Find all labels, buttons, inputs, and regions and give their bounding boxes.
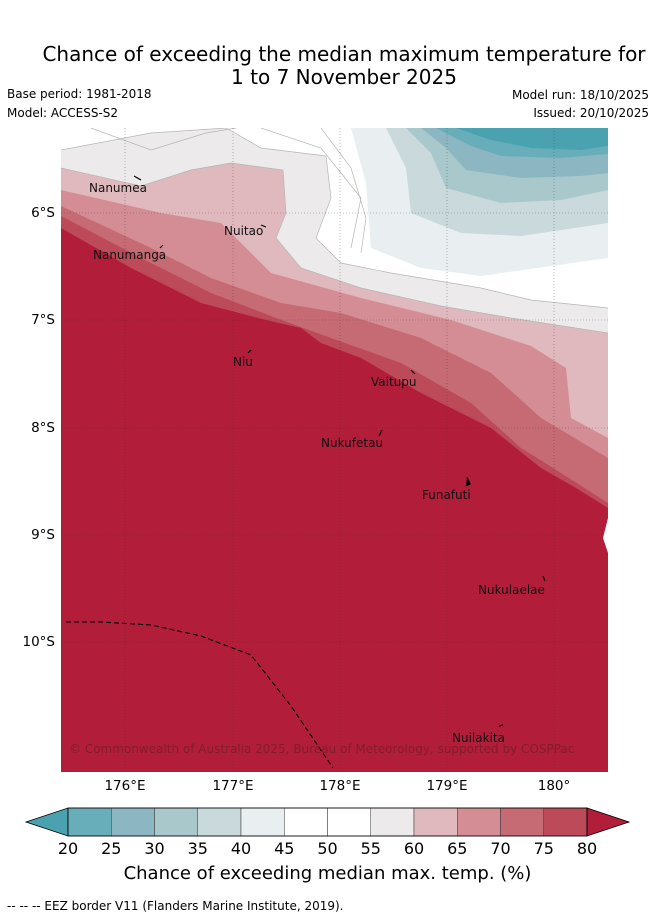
colorbar-cell xyxy=(284,807,328,837)
lon-label-176e: 176°E xyxy=(104,778,146,794)
colorbar-tick-label: 25 xyxy=(101,839,122,858)
lat-label-9s: 9°S xyxy=(31,527,55,543)
colorbar-under-arrow xyxy=(25,807,69,837)
place-nukufetau: Nukufetau xyxy=(321,436,384,450)
contour-lines xyxy=(61,128,608,334)
colorbar xyxy=(25,807,631,837)
place-funafuti: Funafuti xyxy=(422,488,471,502)
probability-map xyxy=(61,128,608,772)
lat-label-8s: 8°S xyxy=(31,420,55,436)
band-under-20 xyxy=(456,128,608,150)
colorbar-cell xyxy=(500,807,544,837)
issued-date: Issued: 20/10/2025 xyxy=(533,106,649,120)
colorbar-tick-label: 20 xyxy=(57,839,79,858)
colorbar-tick-label: 45 xyxy=(274,839,295,858)
lon-label-180: 180° xyxy=(537,778,571,794)
colorbar-over-arrow xyxy=(586,807,631,837)
copyright-notice: © Commonwealth of Australia 2025, Bureau… xyxy=(69,742,575,756)
colorbar-cell xyxy=(154,807,198,837)
colorbar-cell xyxy=(457,807,501,837)
place-nuitao: Nuitao xyxy=(224,224,264,238)
map-title-line1: Chance of exceeding the median maximum t… xyxy=(42,42,646,66)
map-title-line2: 1 to 7 November 2025 xyxy=(231,65,457,89)
colorbar-tick-label: 30 xyxy=(144,839,165,858)
lat-label-7s: 7°S xyxy=(31,312,55,328)
atolls xyxy=(133,175,546,727)
place-nanumanga: Nanumanga xyxy=(93,248,167,262)
colorbar-cell xyxy=(197,807,242,837)
colorbar-cell xyxy=(327,807,371,837)
colorbar-tick-label: 60 xyxy=(403,839,425,858)
lat-label-6s: 6°S xyxy=(31,205,55,221)
lat-label-10s: 10°S xyxy=(22,634,56,650)
place-nuilakita: Nuilakita xyxy=(452,731,505,745)
colorbar-cell xyxy=(240,807,285,837)
eez-border xyxy=(66,621,334,769)
colorbar-tick-label: 50 xyxy=(317,839,338,858)
graticule xyxy=(61,128,608,772)
band-over-80 xyxy=(61,228,608,772)
colorbar-cell xyxy=(67,807,112,837)
colorbar-title: Chance of exceeding median max. temp. (%… xyxy=(123,863,532,884)
colorbar-cell xyxy=(543,807,588,837)
base-period: Base period: 1981-2018 xyxy=(7,87,152,101)
colorbar-cells xyxy=(67,807,588,837)
place-vaitupu: Vaitupu xyxy=(371,375,417,389)
colorbar-tick-label: 40 xyxy=(230,839,252,858)
model-name: Model: ACCESS-S2 xyxy=(7,106,119,120)
colorbar-cell xyxy=(370,807,415,837)
colorbar-tick-label: 55 xyxy=(360,839,381,858)
colorbar-cell xyxy=(111,807,155,837)
lon-label-178e: 178°E xyxy=(319,778,361,794)
colorbar-tick-label: 80 xyxy=(576,839,598,858)
lon-label-179e: 179°E xyxy=(426,778,468,794)
colorbar-cell xyxy=(413,807,458,837)
place-nukulaelae: Nukulaelae xyxy=(478,583,545,597)
colorbar-tick-label: 75 xyxy=(533,839,554,858)
model-run: Model run: 18/10/2025 xyxy=(511,88,649,102)
lon-label-177e: 177°E xyxy=(212,778,254,794)
colorbar-tick-label: 65 xyxy=(447,839,468,858)
colorbar-tick-label: 35 xyxy=(187,839,208,858)
colorbar-tick-label: 70 xyxy=(490,839,511,858)
place-nanumea: Nanumea xyxy=(89,181,147,195)
place-niu: Niu xyxy=(233,355,253,369)
eez-legend-note: -- -- -- EEZ border V11 (Flanders Marine… xyxy=(7,899,344,913)
